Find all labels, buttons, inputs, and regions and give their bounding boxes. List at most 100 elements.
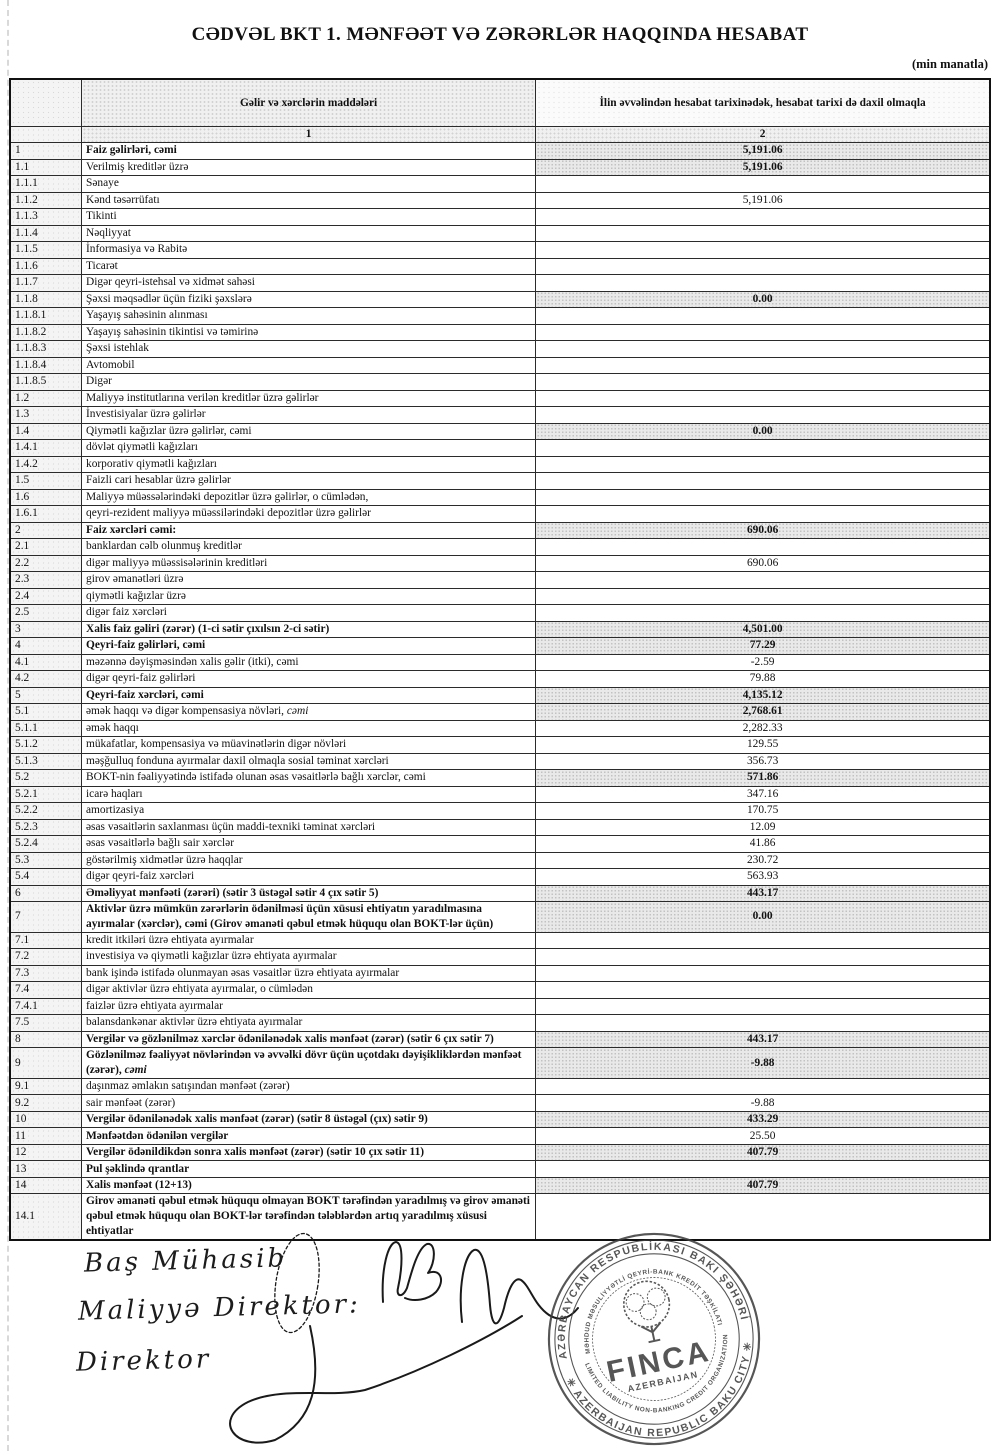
row-label: Yaşayış sahəsinin alınması: [80, 307, 537, 325]
table-row: 1.1.8.5 Digər: [9, 373, 991, 391]
row-label: Qeyri-faiz xərcləri, cəmi: [80, 686, 537, 704]
row-value: 79.88: [535, 670, 991, 688]
table-row: 4 Qeyri-faiz gəlirləri, cəmi 77.29: [9, 637, 991, 655]
table-row: 1.1.5 İnformasiya və Rabitə: [9, 241, 991, 259]
row-label: əsas vəsaitlərin saxlanması üçün maddi-t…: [80, 818, 537, 836]
row-value: -9.88: [535, 1047, 991, 1079]
row-number: 1.2: [9, 389, 82, 407]
row-value: -9.88: [535, 1094, 991, 1112]
company-stamp: AZƏRBAYCAN RESPUBLİKASI BAKI ŞƏHƏRİ ✳ AZ…: [537, 1222, 770, 1451]
row-number: 5.2.3: [9, 818, 82, 836]
row-number: 1.1.8.2: [9, 323, 82, 341]
table-row: 1.3 İnvestisiyalar üzrə gəlirlər: [9, 406, 991, 424]
row-number: 9.2: [9, 1094, 82, 1112]
row-value: 407.79: [535, 1176, 991, 1195]
row-number: 1.1.5: [9, 241, 82, 259]
table-row: 2.3 girov əmanətləri üzrə: [9, 571, 991, 589]
row-label: Mənfəətdən ödənilən vergilər: [80, 1127, 537, 1145]
signature-initials: [381, 1241, 443, 1303]
row-number: 5.2: [9, 769, 82, 787]
row-number: 10: [9, 1110, 82, 1129]
row-value: 77.29: [535, 637, 991, 655]
table-row: 1.1.4 Nəqliyyat: [9, 224, 991, 242]
row-label: Avtomobil: [80, 356, 537, 374]
table-row: 9 Gözlənilməz fəaliyyət növlərindən və əv…: [9, 1047, 991, 1079]
row-value: [535, 997, 991, 1016]
row-number: 4.2: [9, 670, 82, 688]
row-number: 1.1.8.5: [9, 373, 82, 391]
table-header-row: Gəlir və xərclərin maddələri İlin əvvəli…: [9, 78, 991, 127]
row-value: 2,768.61: [535, 703, 991, 721]
row-number: 14: [9, 1176, 82, 1195]
row-number: 5.2.4: [9, 835, 82, 853]
row-value: 230.72: [535, 851, 991, 869]
table-row: 4.2 digər qeyri-faiz gəlirləri 79.88: [9, 670, 991, 688]
row-label: Xalis faiz gəliri (zərər) (1-ci sətir çı…: [80, 620, 537, 638]
row-label: banklardan cəlb olunmuş kreditlər: [80, 538, 537, 556]
table-row: 1.6 Maliyyə müəssələrindəki depozitlər üz…: [9, 488, 991, 506]
row-number: 5.4: [9, 868, 82, 886]
row-label: məşğulluq fonduna ayırmalar daxil olmaql…: [80, 752, 537, 770]
row-number: 1.1.6: [9, 257, 82, 275]
table-row: 9.2 sair mənfəət (zərər) -9.88: [9, 1094, 991, 1112]
table-row: 7.2 investisiya və qiymətli kağızlar üzrə…: [9, 948, 991, 966]
row-label: Xalis mənfəət (12+13): [80, 1176, 537, 1195]
signature-area: Baş Mühasib Maliyyə Direktor: Direktor A…: [0, 1222, 1000, 1451]
table-row: 5.1 əmək haqqı və digər kompensasiya növl…: [9, 703, 991, 721]
row-label: korporativ qiymətli kağızları: [80, 455, 537, 473]
row-number: 2.2: [9, 554, 82, 572]
row-value: 443.17: [535, 1030, 991, 1049]
row-label: Faiz gəlirləri, cəmi: [80, 142, 537, 160]
row-label: İnvestisiyalar üzrə gəlirlər: [80, 406, 537, 424]
table-row: 5.2.4 əsas vəsaitlərlə bağlı sair xərclər…: [9, 835, 991, 853]
header-corner-cell: [9, 78, 82, 127]
row-label: əmək haqqı və digər kompensasiya növləri…: [80, 703, 537, 721]
table-row: 11 Mənfəətdən ödənilən vergilər 25.50: [9, 1127, 991, 1145]
row-number: 5.1.3: [9, 752, 82, 770]
row-label: Aktivlər üzrə mümkün zərərlərin ödənilmə…: [80, 901, 537, 933]
row-label: Faiz xərcləri cəmi:: [80, 521, 537, 539]
row-value: [535, 981, 991, 999]
row-number: 1.1.4: [9, 224, 82, 242]
row-value: 690.06: [535, 554, 991, 572]
row-value: [535, 455, 991, 473]
report-table-body: 1 Faiz gəlirləri, cəmi 5,191.06 1.1 Verilmiş…: [9, 142, 991, 1241]
row-label: göstərilmiş xidmətlər üzrə haqqlar: [80, 851, 537, 869]
row-number: 1: [9, 142, 82, 160]
table-row: 5.4 digər qeyri-faiz xərcləri 563.93: [9, 868, 991, 886]
row-value: [535, 931, 991, 950]
signature-strokes: [229, 1232, 579, 1444]
row-number: 12: [9, 1143, 82, 1162]
row-label: əmək haqqı: [80, 719, 537, 737]
row-label: əsas vəsaitlərlə bağlı sair xərclər: [80, 835, 537, 853]
row-number: 5.2.1: [9, 785, 82, 803]
row-number: 5.3: [9, 851, 82, 869]
row-value: 443.17: [535, 884, 991, 902]
row-label: Vergilər və gözlənilməz xərclər ödənilən…: [80, 1030, 537, 1049]
table-row: 1 Faiz gəlirləri, cəmi 5,191.06: [9, 142, 991, 160]
row-number: 7.4.1: [9, 997, 82, 1016]
row-number: 9.1: [9, 1077, 82, 1096]
row-label: Vergilər ödənilənədək xalis mənfəət (zər…: [80, 1110, 537, 1129]
row-number: 1.1.2: [9, 191, 82, 209]
row-label: Tikinti: [80, 208, 537, 226]
row-label-italic-tail: cəmi: [124, 1063, 147, 1076]
table-row: 1.4 Qiymətli kağızlar üzrə gəlirlər, cəmi…: [9, 422, 991, 440]
row-label: Girov əmanəti qəbul etmək hüququ olmayan…: [80, 1193, 537, 1241]
row-value: [535, 307, 991, 325]
row-number: 1.6.1: [9, 505, 82, 523]
row-number: 5.1.2: [9, 736, 82, 754]
table-row: 1.1 Verilmiş kreditlər üzrə 5,191.06: [9, 158, 991, 176]
row-label: balansdankənar aktivlər üzrə ehtiyata ay…: [80, 1014, 537, 1032]
profit-loss-table: Gəlir və xərclərin maddələri İlin əvvəli…: [9, 78, 991, 1241]
row-number: 1.6: [9, 488, 82, 506]
row-value: 690.06: [535, 521, 991, 539]
row-label: Yaşayış sahəsinin tikintisi və təmirinə: [80, 323, 537, 341]
table-row: 1.1.2 Kənd təsərrüfatı 5,191.06: [9, 191, 991, 209]
row-number: 5: [9, 686, 82, 704]
row-value: 25.50: [535, 1127, 991, 1145]
table-row: 1.4.2 korporativ qiymətli kağızları: [9, 455, 991, 473]
row-value: [535, 373, 991, 391]
row-value: [535, 538, 991, 556]
unit-note: (min manatla): [911, 57, 988, 71]
